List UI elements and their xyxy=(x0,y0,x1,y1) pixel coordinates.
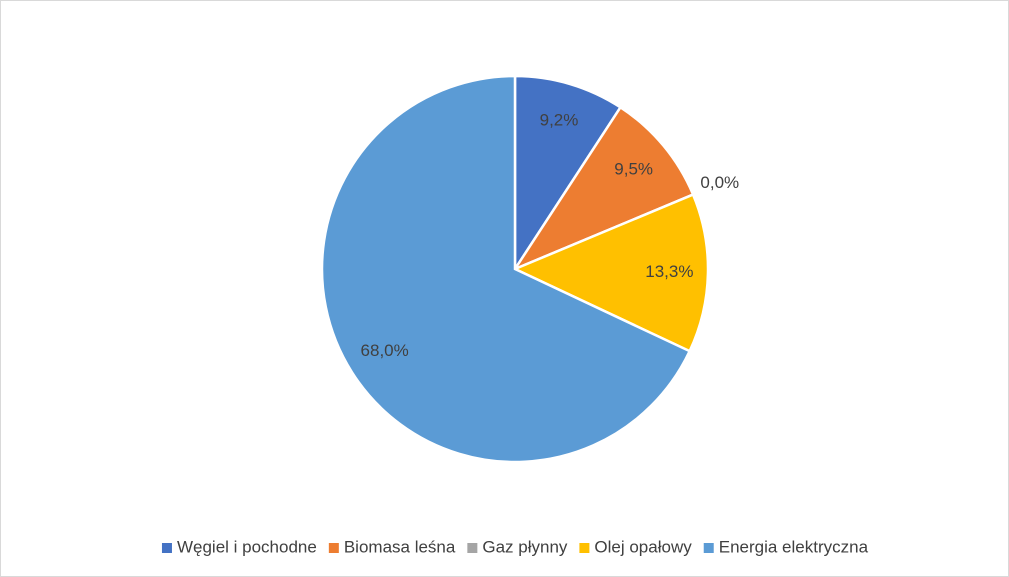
legend-swatch xyxy=(328,543,339,553)
data-label: 9,5% xyxy=(614,160,653,179)
legend-label: Biomasa leśna xyxy=(344,537,456,556)
pie-slice xyxy=(513,74,623,274)
pie-slice xyxy=(511,192,710,353)
legend-swatch xyxy=(467,543,478,553)
pie-slice xyxy=(320,74,692,464)
legend: Węgiel i pochodne Biomasa leśna Gaz płynny… xyxy=(161,537,869,556)
legend-label: Węgiel i pochodne xyxy=(177,537,317,556)
data-label: 9,2% xyxy=(540,110,579,129)
data-label: 68,0% xyxy=(361,341,409,360)
data-label: 13,3% xyxy=(645,262,693,281)
pie-slice xyxy=(511,105,695,272)
legend-swatch xyxy=(703,543,714,553)
pie xyxy=(320,74,710,464)
data-label: 0,0% xyxy=(700,173,739,192)
legend-swatch xyxy=(161,543,172,553)
legend-label: Gaz płynny xyxy=(482,537,568,556)
data-labels: 9,2% 9,5% 0,0% 13,3% 68,0% xyxy=(361,110,740,360)
legend-swatch xyxy=(579,543,590,553)
legend-label: Energia elektryczna xyxy=(719,537,869,556)
legend-label: Olej opałowy xyxy=(594,537,692,556)
